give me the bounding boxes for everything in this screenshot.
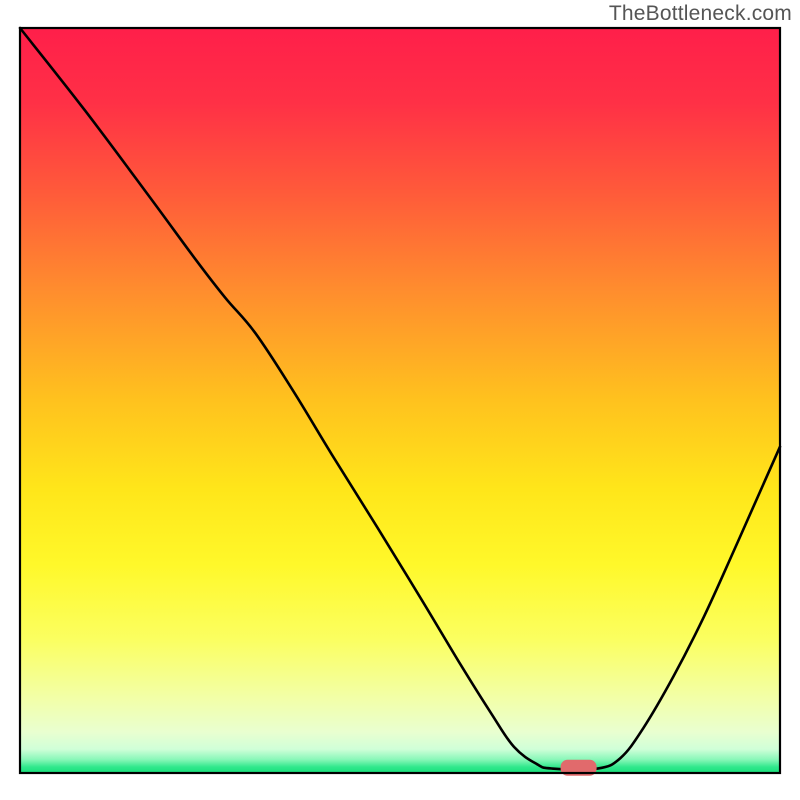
chart-container: TheBottleneck.com (0, 0, 800, 800)
bottleneck-curve-chart (0, 0, 800, 800)
plot-background (20, 28, 780, 773)
watermark-text: TheBottleneck.com (609, 2, 792, 26)
